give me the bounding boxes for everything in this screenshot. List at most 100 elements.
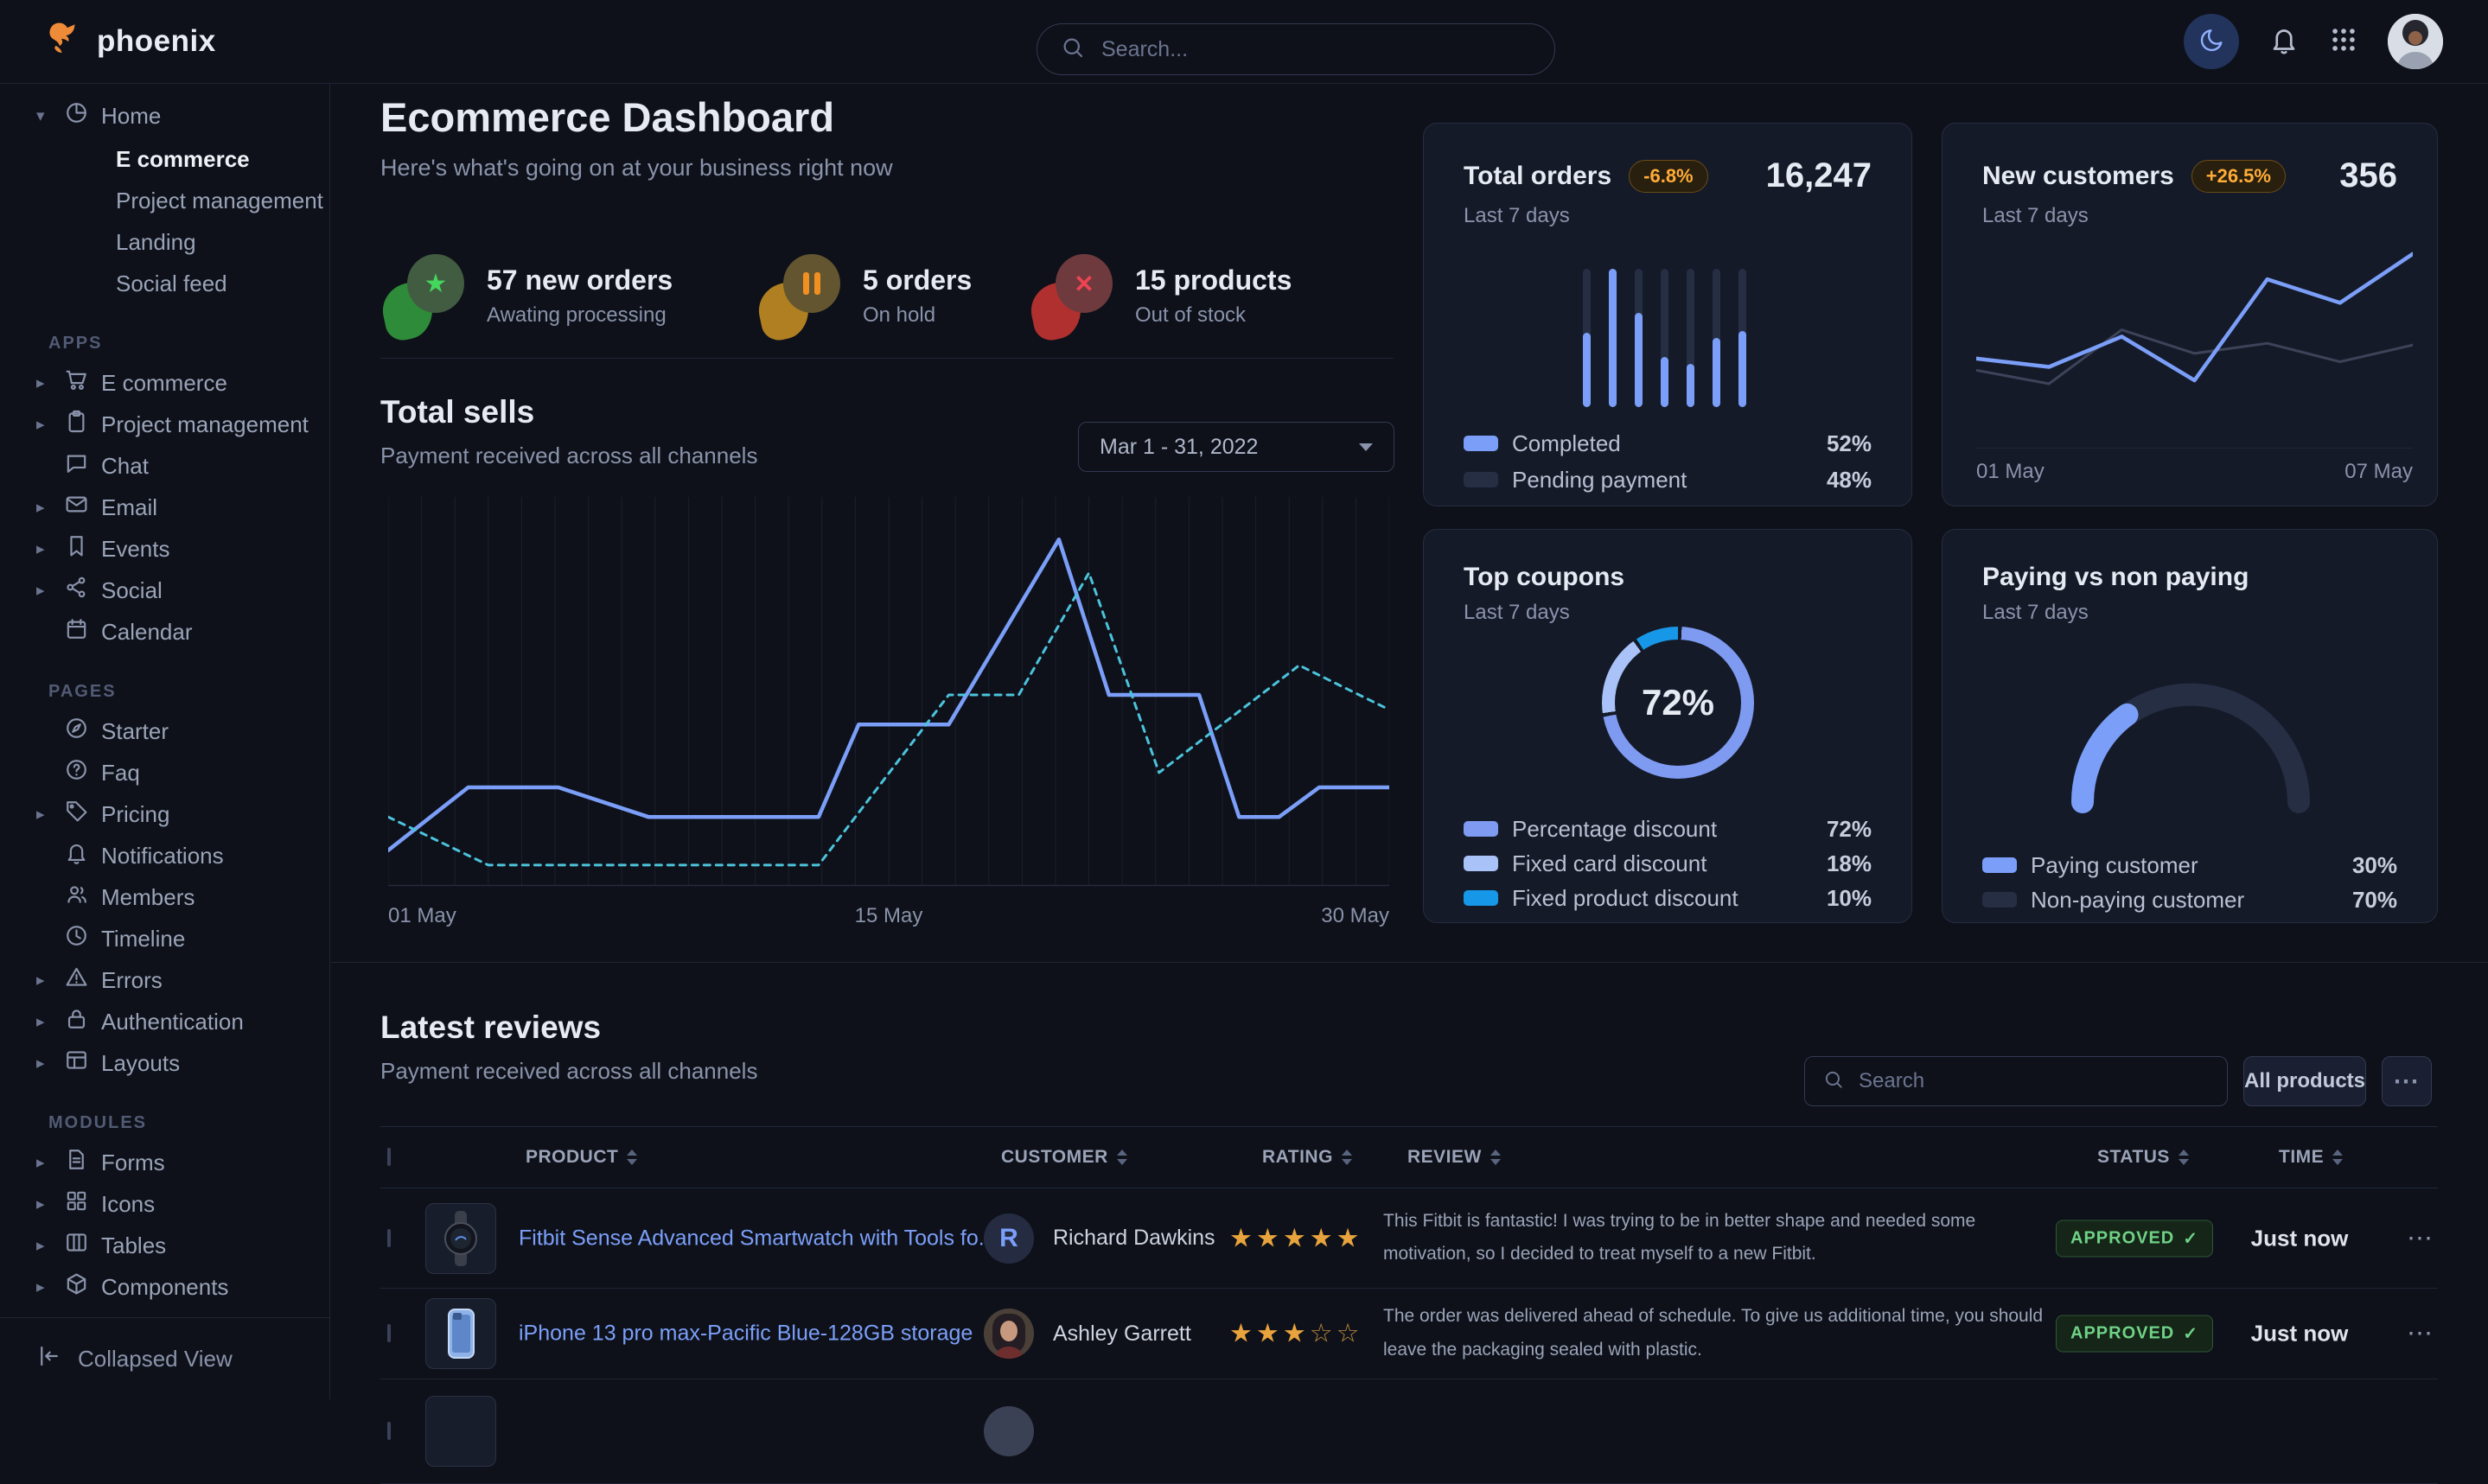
legend-item-pending-payment: Pending payment 48% [1464, 462, 1872, 497]
project-management-icon [64, 409, 89, 440]
row-checkbox[interactable] [387, 1229, 391, 1247]
legend-label: Fixed product discount [1512, 885, 1738, 912]
navbar-search-input[interactable] [1100, 36, 1532, 63]
product-thumbnail[interactable] [425, 1203, 496, 1274]
legend-swatch [1464, 472, 1498, 487]
column-header-status[interactable]: STATUS [2097, 1147, 2189, 1168]
stat-value: 57 new orders [487, 264, 673, 296]
sidebar-section-pages: PAGES [48, 682, 329, 702]
column-header-customer[interactable]: CUSTOMER [1001, 1147, 1127, 1168]
sidebar-item-forms[interactable]: ▸Forms [0, 1142, 329, 1183]
column-header-rating[interactable]: RATING [1262, 1147, 1352, 1168]
page-header: Ecommerce Dashboard Here's what's going … [380, 93, 893, 182]
sidebar-item-authentication[interactable]: ▸Authentication [0, 1001, 329, 1042]
total-orders-card: Total orders -6.8% 16,247 Last 7 days Co… [1423, 123, 1912, 506]
notifications-button[interactable] [2268, 24, 2300, 60]
ellipsis-icon: ⋯ [2393, 1067, 2421, 1097]
sort-icon [2332, 1150, 2343, 1165]
stat-awating-processing: ★ 57 new orders Awating processing [383, 252, 673, 339]
brand-logo[interactable]: phoenix [45, 0, 216, 83]
product-thumbnail[interactable] [425, 1396, 496, 1467]
sidebar-item-errors[interactable]: ▸Errors [0, 959, 329, 1001]
column-header-review[interactable]: REVIEW [1407, 1147, 1501, 1168]
date-range-select[interactable]: Mar 1 - 31, 2022 [1078, 422, 1394, 472]
sidebar-item-chat[interactable]: Chat [0, 445, 329, 487]
row-checkbox[interactable] [387, 1324, 391, 1342]
customer-avatar [984, 1406, 1034, 1456]
check-icon: ✓ [2183, 1227, 2198, 1249]
sidebar-item-layouts[interactable]: ▸Layouts [0, 1042, 329, 1084]
reviews-search-input[interactable] [1857, 1068, 2210, 1094]
card-title: New customers [1982, 162, 2174, 191]
sidebar-item-email[interactable]: ▸Email [0, 487, 329, 528]
sidebar-subitem-social-feed[interactable]: Social feed [0, 263, 329, 304]
e-commerce-icon [64, 367, 89, 398]
row-menu-button[interactable]: ⋯ [2407, 1319, 2434, 1349]
product-link[interactable]: iPhone 13 pro max-Pacific Blue-128GB sto… [519, 1322, 973, 1347]
email-icon [64, 492, 89, 523]
sidebar-item-pricing[interactable]: ▸Pricing [0, 793, 329, 835]
sidebar-item-label: E commerce [101, 370, 227, 397]
sidebar-item-events[interactable]: ▸Events [0, 528, 329, 570]
all-products-button[interactable]: All products [2243, 1056, 2366, 1106]
sidebar-item-label: Email [101, 494, 157, 521]
sidebar-item-social[interactable]: ▸Social [0, 570, 329, 611]
sort-icon [2179, 1150, 2189, 1165]
sidebar-item-calendar[interactable]: Calendar [0, 611, 329, 653]
timeline-icon [64, 923, 89, 954]
column-header-product[interactable]: PRODUCT [526, 1147, 637, 1168]
apps-grid-button[interactable] [2329, 25, 2358, 59]
sidebar-subitem-landing[interactable]: Landing [0, 221, 329, 263]
navbar-search[interactable] [1037, 23, 1555, 75]
sidebar-subitem-project-management[interactable]: Project management [0, 180, 329, 221]
sidebar-item-icons[interactable]: ▸Icons [0, 1183, 329, 1225]
legend-swatch [1982, 892, 2017, 908]
check-icon: ✓ [2183, 1323, 2198, 1345]
reviews-menu-button[interactable]: ⋯ [2382, 1056, 2432, 1106]
row-menu-button[interactable]: ⋯ [2407, 1223, 2434, 1253]
card-title: Top coupons [1464, 563, 1872, 592]
collapse-sidebar-button[interactable]: Collapsed View [36, 1334, 233, 1383]
axis-label: 01 May [388, 904, 456, 928]
row-checkbox[interactable] [387, 1422, 391, 1440]
card-period: Last 7 days [1982, 601, 2397, 625]
stat-blob-icon: ✕ [1031, 252, 1114, 339]
sidebar-item-label: Pricing [101, 801, 169, 828]
user-avatar[interactable] [2388, 14, 2443, 69]
caret-icon: ▸ [36, 581, 52, 601]
reviews-search[interactable] [1804, 1056, 2228, 1106]
sidebar-item-label: Chat [101, 453, 149, 480]
select-all-checkbox[interactable] [387, 1148, 391, 1166]
sidebar-subitem-e-commerce[interactable]: E commerce [0, 138, 329, 180]
sidebar-item-members[interactable]: Members [0, 876, 329, 918]
sidebar-section-modules: MODULES [48, 1113, 329, 1133]
sidebar-item-faq[interactable]: Faq [0, 752, 329, 793]
status-badge: APPROVED ✓ [2056, 1220, 2213, 1257]
stat-blob-icon: ★ [383, 252, 466, 339]
caret-icon: ▸ [36, 1012, 52, 1032]
customer-name: Ashley Garrett [1053, 1322, 1191, 1347]
column-header-time[interactable]: TIME [2279, 1147, 2343, 1168]
sidebar-item-e-commerce[interactable]: ▸E commerce [0, 362, 329, 404]
axis-label: 30 May [1321, 904, 1389, 928]
product-thumbnail[interactable] [425, 1298, 496, 1369]
sidebar-item-label: Notifications [101, 843, 224, 869]
sidebar-item-timeline[interactable]: Timeline [0, 918, 329, 959]
sidebar-item-project-management[interactable]: ▸Project management [0, 404, 329, 445]
legend-swatch [1464, 436, 1498, 451]
spark-divider [1976, 448, 2413, 449]
legend-value: 52% [1827, 430, 1872, 457]
customer-avatar: R [984, 1213, 1034, 1264]
sidebar-item-components[interactable]: ▸Components [0, 1266, 329, 1308]
sort-icon [627, 1150, 637, 1165]
legend-value: 18% [1827, 850, 1872, 877]
sidebar-item-home[interactable]: ▾Home [0, 95, 329, 137]
social-icon [64, 575, 89, 606]
sidebar-item-notifications[interactable]: Notifications [0, 835, 329, 876]
sidebar-item-tables[interactable]: ▸Tables [0, 1225, 329, 1266]
dark-mode-toggle[interactable] [2184, 14, 2239, 69]
sidebar-item-label: Faq [101, 760, 140, 787]
sidebar-item-starter[interactable]: Starter [0, 710, 329, 752]
legend-item-non-paying-customer: Non-paying customer 70% [1982, 882, 2397, 917]
product-link[interactable]: Fitbit Sense Advanced Smartwatch with To… [519, 1226, 997, 1251]
